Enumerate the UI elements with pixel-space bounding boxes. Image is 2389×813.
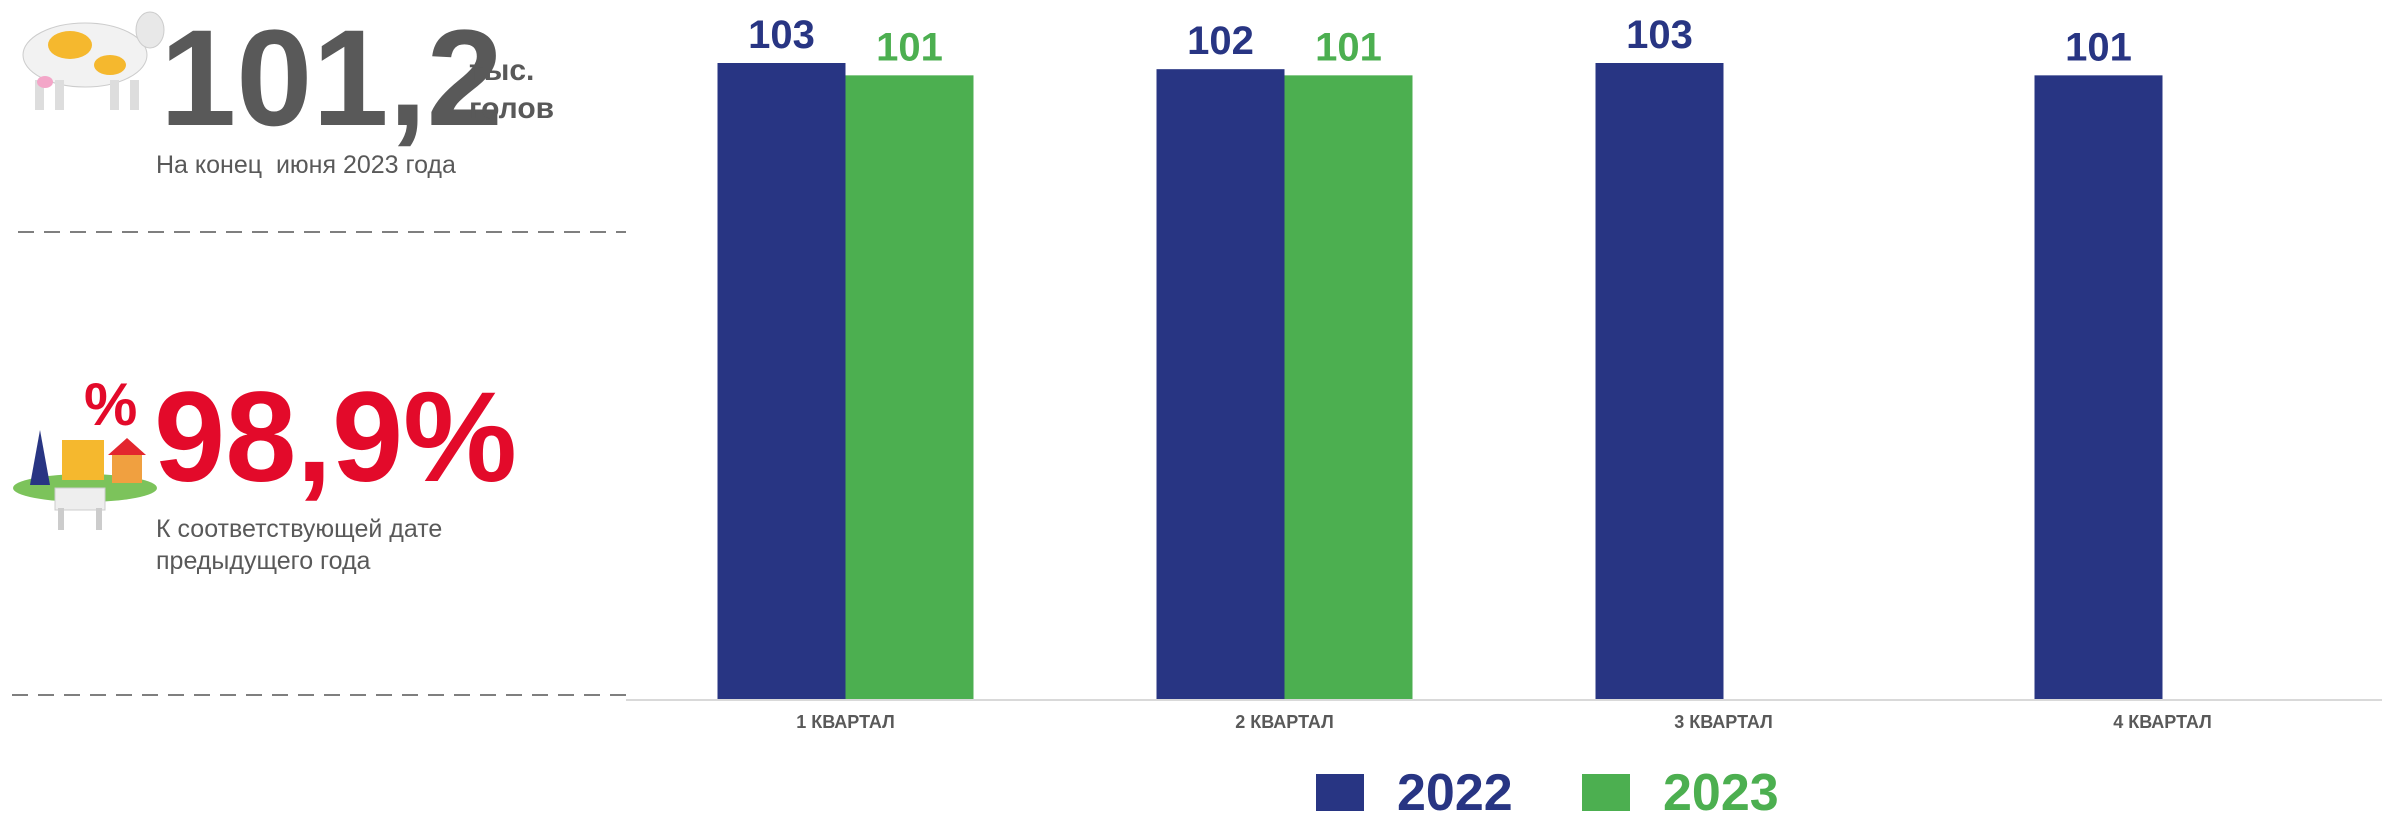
x-tick-label: 1 КВАРТАЛ: [796, 712, 895, 732]
data-label: 101: [2065, 25, 2132, 69]
data-label: 102: [1187, 19, 1254, 63]
data-label: 103: [748, 13, 815, 57]
bar: [1284, 75, 1413, 700]
farm-icon: [13, 430, 157, 530]
data-label: 101: [1315, 25, 1382, 69]
x-tick-label: 4 КВАРТАЛ: [2113, 712, 2212, 732]
stat-unit: тыс.: [469, 54, 534, 87]
x-tick-label: 2 КВАРТАЛ: [1235, 712, 1334, 732]
legend-label: 2022: [1397, 764, 1513, 813]
x-tick-label: 3 КВАРТАЛ: [1674, 712, 1773, 732]
stat-value: 98,9%: [154, 366, 517, 509]
bar: [1595, 63, 1724, 699]
legend-swatch: [1316, 774, 1364, 811]
stat-icon-label: %: [84, 371, 137, 438]
bar: [2034, 75, 2163, 700]
bar: [1156, 69, 1285, 700]
legend-swatch: [1582, 774, 1630, 811]
stat-value: 101,2: [160, 2, 503, 155]
data-label: 101: [876, 25, 943, 69]
bar: [845, 75, 974, 700]
legend-label: 2023: [1663, 764, 1779, 813]
cow-icon: [22, 11, 165, 110]
bar: [717, 63, 846, 699]
data-label: 103: [1626, 13, 1693, 57]
stat-caption: На конец июня 2023 года: [156, 151, 456, 179]
stat-caption: предыдущего года: [156, 547, 371, 575]
stat-caption: К соответствующей дате: [156, 515, 442, 543]
stat-unit: голов: [469, 92, 554, 125]
